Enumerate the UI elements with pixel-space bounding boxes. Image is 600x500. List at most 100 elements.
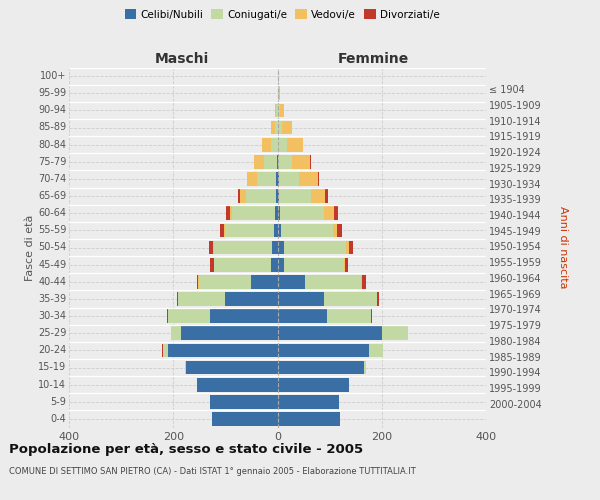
Bar <box>377 292 379 306</box>
Bar <box>281 120 292 134</box>
Bar <box>369 344 383 357</box>
Bar <box>275 206 277 220</box>
Bar <box>197 275 198 288</box>
Bar <box>254 155 264 168</box>
Bar <box>213 240 214 254</box>
Bar <box>264 155 277 168</box>
Bar <box>337 224 341 237</box>
Bar <box>181 326 277 340</box>
Bar <box>284 240 346 254</box>
Bar <box>346 240 349 254</box>
Bar <box>277 360 364 374</box>
Bar <box>278 189 311 203</box>
Bar <box>281 224 333 237</box>
Bar <box>382 326 408 340</box>
Bar <box>186 360 277 374</box>
Bar <box>305 275 361 288</box>
Bar <box>163 344 168 357</box>
Bar <box>225 224 274 237</box>
Bar <box>277 258 284 272</box>
Bar <box>238 189 240 203</box>
Bar <box>299 172 317 186</box>
Bar <box>292 155 310 168</box>
Bar <box>327 309 371 323</box>
Bar <box>364 360 366 374</box>
Bar <box>226 292 277 306</box>
Bar <box>272 240 277 254</box>
Bar <box>277 138 287 151</box>
Bar <box>210 258 214 272</box>
Bar <box>177 292 178 306</box>
Bar <box>198 275 199 288</box>
Bar <box>214 258 271 272</box>
Bar <box>371 309 373 323</box>
Bar <box>240 189 246 203</box>
Bar <box>220 224 224 237</box>
Bar <box>197 378 277 392</box>
Bar <box>185 360 186 374</box>
Bar <box>278 86 280 100</box>
Bar <box>274 224 277 237</box>
Bar <box>284 258 344 272</box>
Bar <box>361 275 362 288</box>
Bar <box>178 292 226 306</box>
Bar <box>168 344 277 357</box>
Bar <box>277 86 278 100</box>
Text: Maschi: Maschi <box>154 52 209 66</box>
Bar <box>210 309 277 323</box>
Bar <box>277 240 284 254</box>
Y-axis label: Fasce di età: Fasce di età <box>25 214 35 280</box>
Bar <box>280 206 325 220</box>
Bar <box>199 275 251 288</box>
Bar <box>325 206 334 220</box>
Bar <box>334 206 338 220</box>
Text: Femmine: Femmine <box>338 52 409 66</box>
Y-axis label: Anni di nascita: Anni di nascita <box>559 206 568 289</box>
Bar <box>287 138 302 151</box>
Bar <box>277 120 281 134</box>
Bar <box>167 309 168 323</box>
Bar <box>230 206 232 220</box>
Bar <box>345 258 349 272</box>
Bar <box>349 240 353 254</box>
Bar <box>212 412 277 426</box>
Bar <box>277 344 369 357</box>
Bar <box>325 292 377 306</box>
Bar <box>277 155 292 168</box>
Bar <box>226 206 230 220</box>
Bar <box>214 240 272 254</box>
Bar <box>277 189 278 203</box>
Bar <box>277 326 382 340</box>
Bar <box>277 172 278 186</box>
Bar <box>232 206 275 220</box>
Bar <box>277 378 349 392</box>
Bar <box>362 275 366 288</box>
Bar <box>311 189 325 203</box>
Bar <box>277 395 339 408</box>
Bar <box>277 309 327 323</box>
Text: Popolazione per età, sesso e stato civile - 2005: Popolazione per età, sesso e stato civil… <box>9 442 363 456</box>
Bar <box>262 138 271 151</box>
Bar <box>277 206 280 220</box>
Bar <box>325 189 328 203</box>
Bar <box>277 275 305 288</box>
Bar <box>210 395 277 408</box>
Bar <box>271 138 277 151</box>
Bar <box>224 224 225 237</box>
Bar <box>277 104 280 117</box>
Bar <box>277 412 340 426</box>
Bar <box>168 309 210 323</box>
Bar <box>275 120 277 134</box>
Bar <box>333 224 337 237</box>
Bar <box>162 344 163 357</box>
Bar <box>170 326 181 340</box>
Bar <box>344 258 345 272</box>
Bar <box>257 172 277 186</box>
Bar <box>278 172 299 186</box>
Bar <box>271 258 277 272</box>
Bar <box>275 104 277 117</box>
Bar <box>277 224 281 237</box>
Bar <box>277 292 325 306</box>
Bar <box>209 240 213 254</box>
Bar <box>246 189 277 203</box>
